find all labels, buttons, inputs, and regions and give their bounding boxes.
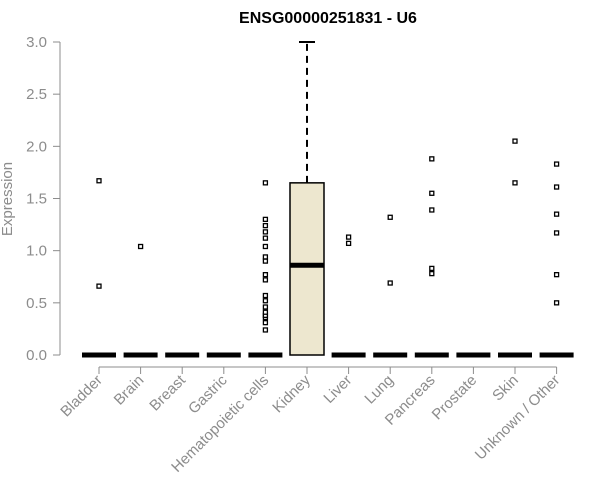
x-tick-label: Breast (146, 371, 189, 414)
box-body (289, 182, 325, 356)
outlier-point (429, 265, 435, 272)
box-group (82, 178, 116, 358)
outlier-point (262, 216, 269, 223)
y-tick-label: 0.0 (26, 347, 47, 364)
box-group (498, 138, 532, 358)
outlier-point (429, 207, 435, 213)
box-group (123, 243, 158, 358)
x-tick-label: Lung (361, 372, 397, 408)
x-tick-label: Liver (320, 372, 355, 407)
outlier-point (137, 243, 144, 250)
outlier-point (262, 277, 269, 283)
box-group (414, 156, 449, 358)
x-tick-label: Bladder (57, 372, 106, 421)
y-tick-label: 0.5 (26, 295, 47, 312)
y-axis: 0.0 0.5 1.0 1.5 2.0 2.5 3.0 (26, 34, 61, 364)
outlier-point (345, 234, 352, 240)
y-tick-label: 1.0 (26, 243, 47, 260)
outlier-point (512, 180, 518, 186)
outlier-point (96, 283, 102, 289)
y-axis-label: Expression (0, 162, 16, 236)
x-tick-label: Brain (111, 372, 148, 409)
outlier-point (429, 156, 435, 162)
box-group (248, 180, 283, 358)
y-tick-label: 1.5 (26, 191, 47, 208)
outlier-point (262, 272, 269, 278)
outlier-point (262, 258, 269, 264)
outlier-point (262, 229, 269, 235)
outlier-point (429, 270, 435, 277)
box-group (331, 234, 366, 358)
outlier-point (553, 184, 560, 190)
outlier-point (262, 298, 269, 304)
y-tick-label: 3.0 (26, 34, 47, 51)
plot-area (82, 41, 574, 358)
x-tick-label: Skin (489, 372, 522, 405)
box-group (373, 214, 408, 358)
x-tick-label: Prostate (429, 372, 481, 424)
y-tick-label: 2.0 (26, 138, 47, 155)
outlier-point (262, 235, 269, 241)
box-group (289, 41, 325, 356)
outlier-point (262, 327, 269, 333)
outlier-point (512, 138, 518, 144)
outlier-point (345, 240, 352, 247)
outlier-point (262, 222, 269, 229)
outlier-point (429, 190, 435, 196)
outlier-point (262, 304, 269, 310)
x-tick-label: Kidney (269, 371, 314, 416)
box-group (539, 161, 574, 358)
outlier-point (387, 280, 393, 286)
outlier-point (553, 272, 560, 278)
outlier-point (262, 243, 269, 250)
chart-title: ENSG00000251831 - U6 (239, 10, 417, 27)
outlier-point (387, 214, 393, 220)
outlier-point (553, 230, 560, 236)
outlier-point (262, 254, 269, 260)
outlier-point (553, 161, 560, 167)
outlier-point (262, 292, 269, 299)
y-tick-label: 2.5 (26, 86, 47, 103)
outlier-point (553, 211, 560, 217)
outlier-point (553, 300, 560, 306)
outlier-point (262, 309, 269, 315)
outlier-point (262, 320, 269, 326)
outlier-point (96, 178, 102, 184)
outlier-point (262, 180, 269, 186)
